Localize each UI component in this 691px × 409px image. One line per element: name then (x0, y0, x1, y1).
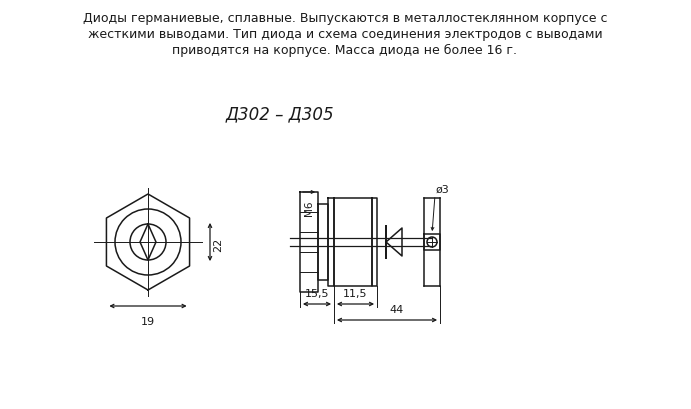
Text: Диоды германиевые, сплавные. Выпускаются в металлостеклянном корпусе с: Диоды германиевые, сплавные. Выпускаются… (83, 12, 607, 25)
Text: приводятся на корпусе. Масса диода не более 16 г.: приводятся на корпусе. Масса диода не бо… (173, 44, 518, 57)
Text: 22: 22 (213, 237, 223, 252)
Text: ø3: ø3 (436, 184, 450, 195)
Text: жесткими выводами. Тип диода и схема соединения электродов с выводами: жесткими выводами. Тип диода и схема сое… (88, 28, 603, 41)
Text: 11,5: 11,5 (343, 288, 368, 298)
Text: Д302 – Д305: Д302 – Д305 (226, 105, 334, 123)
Text: М6: М6 (304, 200, 314, 216)
Text: 19: 19 (141, 316, 155, 326)
Text: 15,5: 15,5 (305, 288, 329, 298)
Text: 44: 44 (390, 304, 404, 314)
